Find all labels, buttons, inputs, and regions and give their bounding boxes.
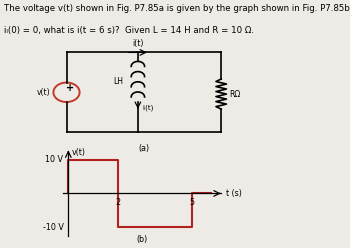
Text: 5: 5 — [189, 198, 194, 208]
Text: iₗ(t): iₗ(t) — [142, 105, 154, 112]
Text: LH: LH — [114, 77, 124, 86]
Text: iₗ(0) = 0, what is i(t = 6 s)?  Given L = 14 H and R = 10 Ω.: iₗ(0) = 0, what is i(t = 6 s)? Given L =… — [4, 26, 253, 35]
Text: 10 V: 10 V — [46, 155, 63, 164]
Text: t (s): t (s) — [226, 189, 242, 198]
Text: v(t): v(t) — [72, 148, 86, 157]
Text: v(t): v(t) — [37, 88, 51, 97]
Text: The voltage v(t) shown in Fig. P7.85a is given by the graph shown in Fig. P7.85b: The voltage v(t) shown in Fig. P7.85a is… — [4, 4, 350, 13]
Text: -10 V: -10 V — [42, 223, 63, 232]
Text: +: + — [66, 83, 74, 93]
Text: i(t): i(t) — [132, 39, 144, 48]
Text: (a): (a) — [138, 144, 149, 154]
Text: 2: 2 — [115, 198, 120, 208]
Text: RΩ: RΩ — [230, 90, 241, 98]
Text: (b): (b) — [136, 235, 148, 244]
